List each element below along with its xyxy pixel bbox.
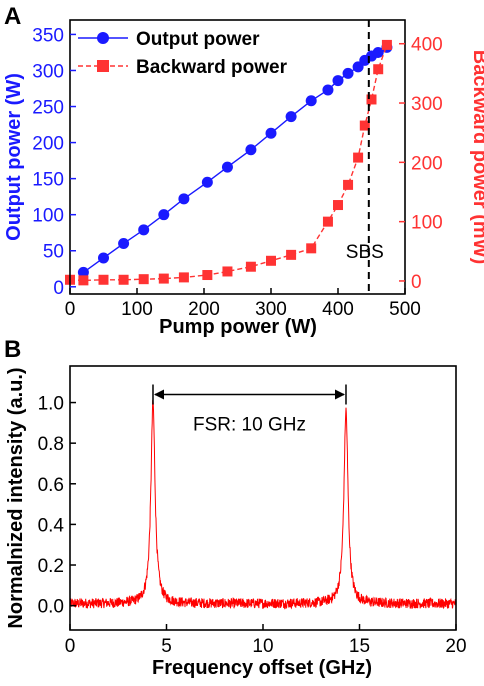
chart-b-x-tick-label: 5	[161, 636, 172, 657]
backward-power-point	[286, 249, 297, 260]
backward-power-point	[222, 266, 233, 277]
backward-power-point	[306, 243, 317, 254]
chart-b-y-axis-title: Normalnized intensity (a.u.)	[5, 367, 27, 628]
backward-power-point	[202, 270, 213, 281]
backward-power-point	[266, 255, 276, 266]
chart-a-y2-tick-label: 0	[411, 272, 422, 293]
backward-power-point	[322, 216, 333, 227]
legend-output-marker	[97, 32, 109, 44]
output-power-point	[118, 238, 130, 250]
output-power-point	[322, 84, 334, 96]
output-power-point	[285, 111, 297, 123]
chart-a-x-tick-label: 500	[389, 299, 421, 320]
chart-a-x-tick-label: 300	[255, 299, 287, 320]
output-power-point	[245, 144, 257, 156]
chart-b-y-tick-label: 0.4	[38, 515, 65, 536]
output-power-point	[265, 127, 277, 139]
chart-a-x-tick-label: 0	[65, 299, 76, 320]
chart-b-y-tick-label: 0.8	[38, 434, 64, 455]
output-power-point	[138, 224, 150, 236]
chart-a-y2-tick-label: 400	[411, 35, 443, 56]
chart-a-y-tick-label: 0	[53, 278, 64, 299]
chart-b-x-tick-label: 20	[445, 636, 466, 657]
panel-b-label: B	[4, 336, 21, 363]
output-power-point	[77, 266, 89, 278]
output-power-point	[201, 176, 213, 188]
backward-power-point	[138, 274, 149, 285]
chart-a-y-tick-label: 100	[32, 206, 64, 227]
output-power-point	[158, 209, 170, 221]
fsr-label: FSR: 10 GHz	[193, 414, 306, 435]
chart-b-x-axis-title: Frequency offset (GHz)	[152, 657, 372, 679]
backward-power-point	[373, 64, 384, 75]
chart-a-x-axis-title: Pump power (W)	[159, 316, 317, 338]
spectrum-line	[69, 399, 456, 610]
legend-output-label: Output power	[136, 29, 260, 50]
chart-a-x-tick-label: 200	[188, 299, 220, 320]
chart-a-y-axis-title: Output power (W)	[3, 73, 25, 241]
output-power-point	[332, 75, 344, 87]
backward-power-point	[359, 120, 370, 131]
chart-a-y-tick-label: 250	[32, 98, 64, 119]
chart-a-y2-tick-label: 100	[411, 213, 443, 234]
legend-backward-label: Backward power	[136, 57, 288, 78]
output-power-point	[221, 161, 233, 173]
chart-a-y-tick-label: 200	[32, 134, 64, 155]
chart-a-x-tick-label: 400	[322, 299, 354, 320]
chart-b-y-tick-label: 0.0	[38, 597, 64, 618]
chart-a-y-tick-label: 50	[43, 242, 64, 263]
chart-b-x-tick-label: 10	[252, 636, 273, 657]
backward-power-point	[118, 274, 129, 285]
fsr-arrow-head-right	[334, 389, 345, 400]
chart-a-frame	[69, 19, 406, 295]
chart-b-frame	[69, 365, 457, 631]
chart-a-x-tick-label: 100	[121, 299, 153, 320]
legend-backward-marker	[97, 60, 109, 72]
chart-b-y-tick-label: 0.2	[38, 556, 64, 577]
output-power-point	[98, 252, 109, 264]
chart-b-x-tick-label: 0	[65, 636, 76, 657]
output-power-point	[342, 67, 354, 79]
output-power-point	[372, 46, 384, 58]
chart-a-y-tick-label: 300	[32, 61, 64, 82]
chart-a-y2-tick-label: 200	[411, 153, 443, 174]
sbs-label: SBS	[346, 242, 384, 263]
backward-power-point	[366, 94, 377, 105]
backward-power-point	[353, 152, 364, 163]
chart-a-legend: Output power Backward power	[78, 29, 288, 78]
backward-power-point	[343, 179, 354, 190]
chart-b-y-tick-label: 1.0	[38, 394, 64, 415]
backward-power-point	[333, 200, 343, 211]
chart-a: 0 100 200 300 400 500 0 50 100 150 200 250 300 350 0 10…	[3, 19, 484, 338]
backward-power-point	[78, 275, 89, 286]
chart-a-y-tick-label: 350	[32, 25, 64, 46]
chart-a-y2-tick-label: 300	[411, 94, 443, 115]
backward-power-point	[98, 274, 109, 285]
chart-a-y-tick-label: 150	[32, 170, 64, 191]
fsr-arrow-head-left	[153, 389, 164, 400]
output-power-point	[305, 95, 317, 107]
chart-b-y-tick-label: 0.6	[38, 475, 64, 496]
chart-b-x-tick-label: 15	[349, 636, 370, 657]
panel-a-label: A	[4, 3, 21, 30]
backward-power-point	[245, 261, 256, 272]
chart-a-y2-axis-title: Backward power (mW)	[469, 50, 484, 264]
backward-power-point	[158, 273, 169, 284]
chart-b: 0 5 10 15 20 0.0 0.2 0.4 0.6 0.8 1.0 FSR: 10 GHz F…	[5, 365, 467, 679]
backward-power-point	[381, 39, 392, 50]
backward-power-point	[178, 272, 189, 283]
output-power-point	[178, 193, 190, 205]
